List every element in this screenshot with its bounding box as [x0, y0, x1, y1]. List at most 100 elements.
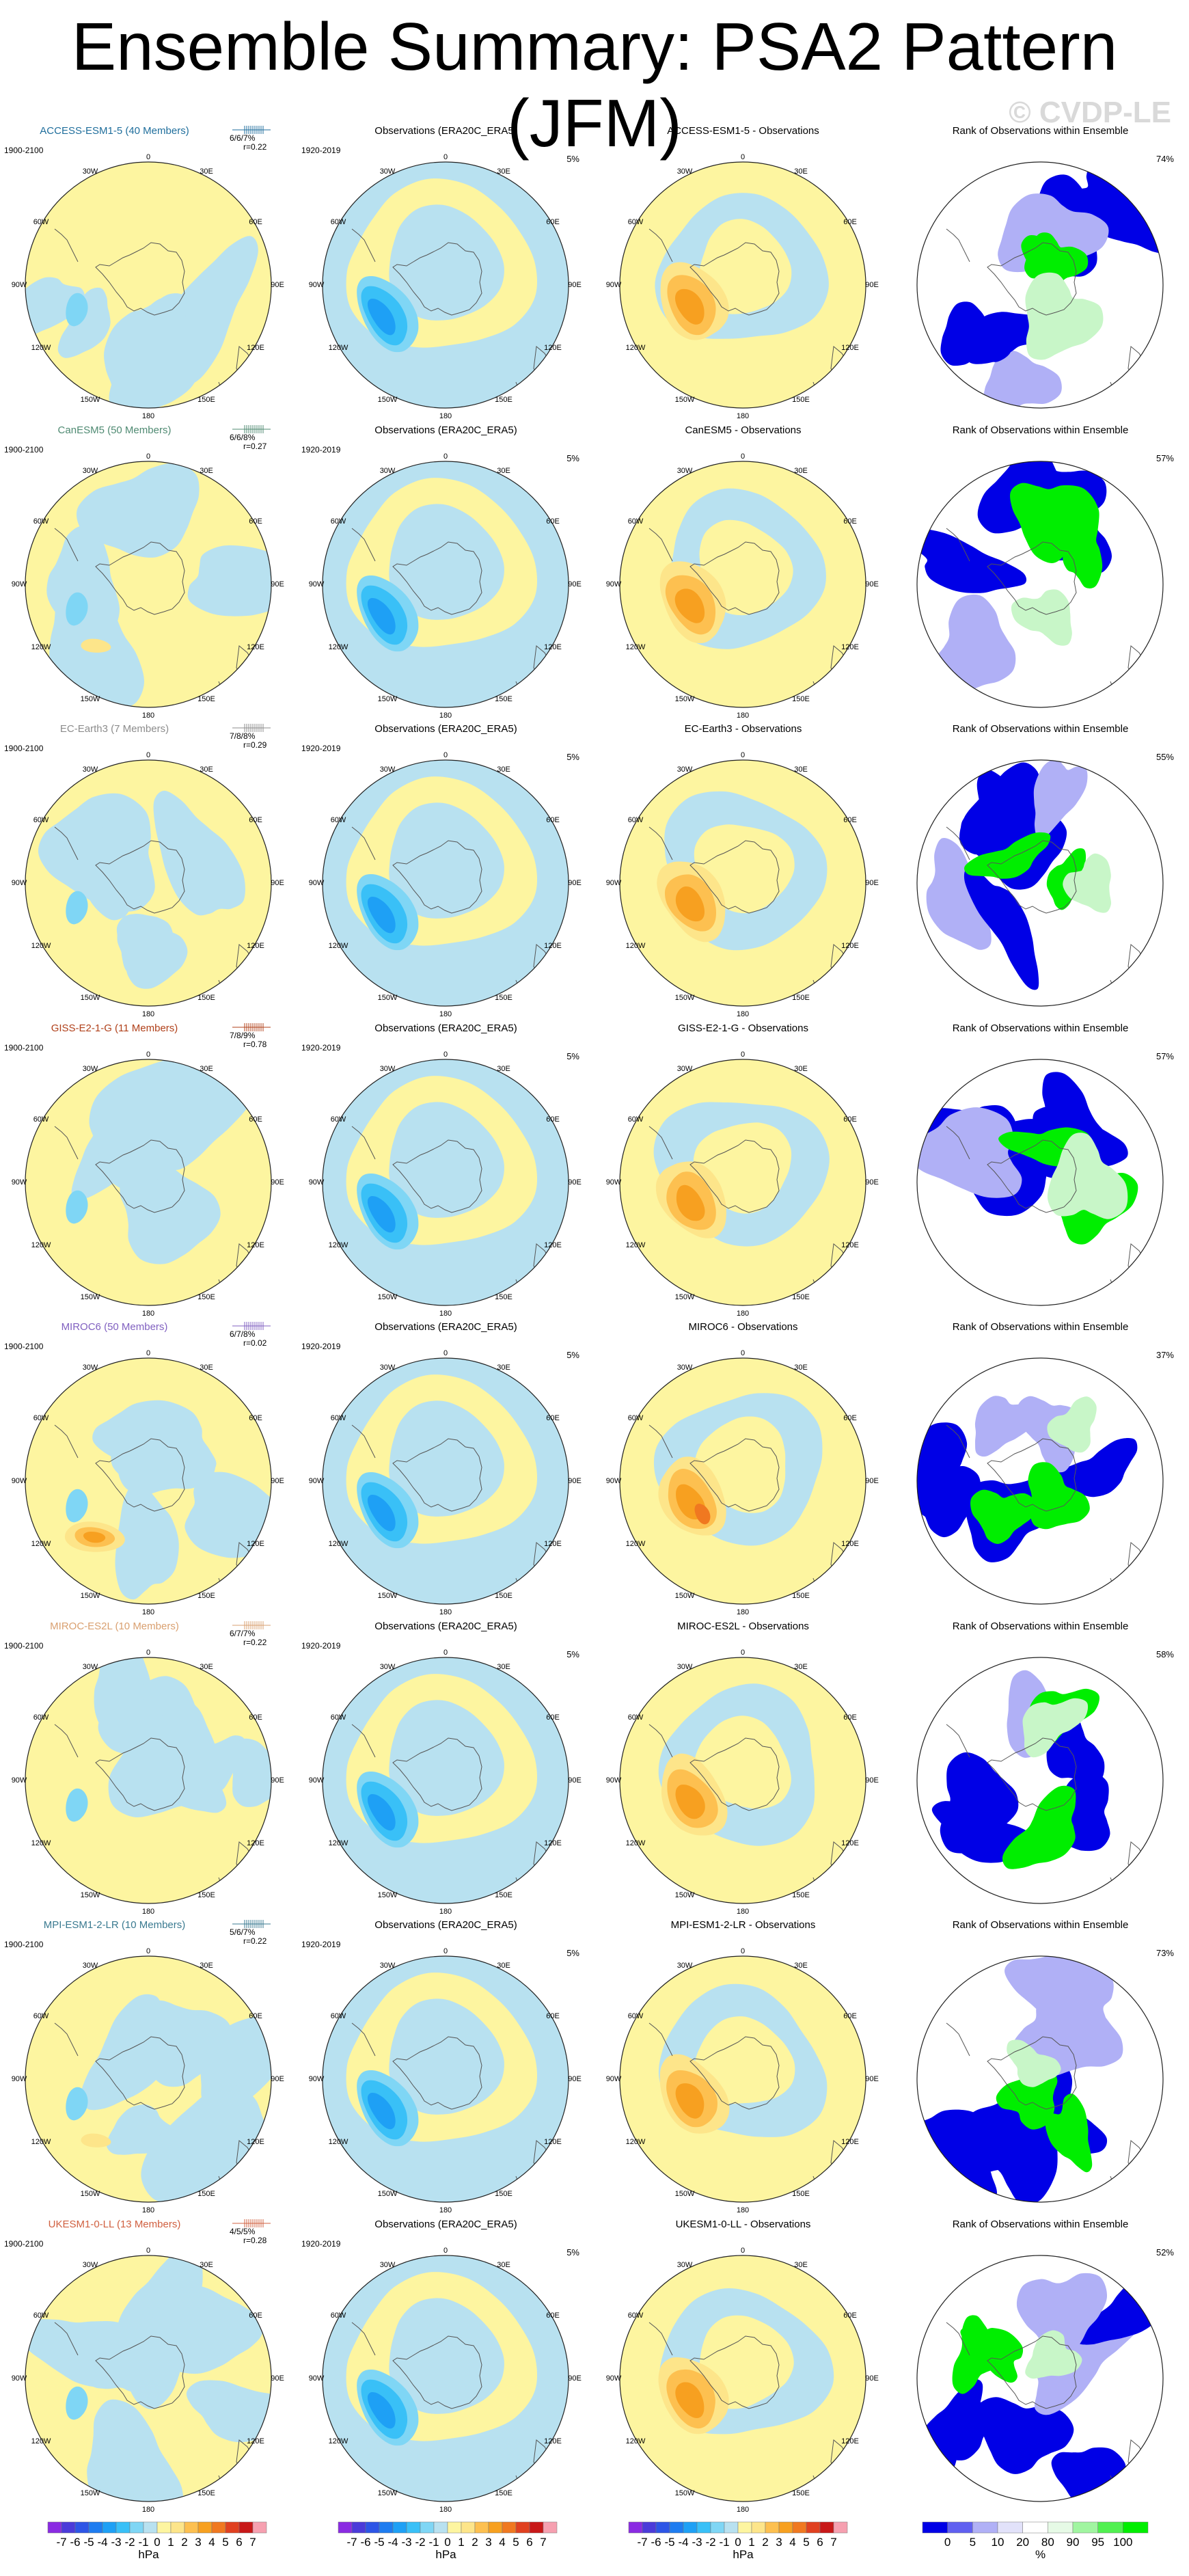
rank-title: Rank of Observations within Ensemble: [952, 1621, 1129, 1632]
longitude-label: 150E: [792, 1592, 810, 1600]
longitude-label: 30W: [379, 2261, 396, 2269]
observations-period: 1920-2019: [301, 744, 341, 753]
observations-title: Observations (ERA20C_ERA5): [374, 424, 517, 436]
longitude-label: 180: [439, 1310, 452, 1318]
south-america-outline: [648, 1424, 673, 1459]
longitude-label: 180: [736, 1010, 750, 1018]
south-america-outline: [351, 2022, 376, 2057]
longitude-label: 180: [736, 1908, 750, 1916]
longitude-label: 90E: [865, 1776, 879, 1785]
longitude-label: 30E: [497, 765, 510, 774]
longitude-label: 60E: [843, 1115, 857, 1124]
longitude-label: 120W: [31, 643, 51, 651]
longitude-label: 90W: [11, 2075, 27, 2083]
rank-low-region: [1016, 2273, 1108, 2357]
longitude-label: 150W: [80, 2489, 100, 2497]
longitude-label: 150W: [80, 695, 100, 703]
rank-high-region: [996, 2071, 1058, 2130]
colorbar-tick: -1: [719, 2536, 730, 2549]
colorbar-swatch: [474, 2521, 489, 2534]
antarctica-outline: [987, 242, 1077, 316]
longitude-label: 120W: [31, 2138, 51, 2146]
south-america-outline: [54, 228, 79, 262]
antarctica-outline: [392, 1438, 482, 1512]
longitude-label: 60E: [546, 1713, 560, 1722]
antarctica-outline: [95, 541, 185, 615]
map-boundary: [322, 759, 569, 1007]
longitude-label: 30W: [82, 1364, 98, 1372]
longitude-label: 30E: [200, 1962, 213, 1970]
antarctica-outline: [95, 1139, 185, 1213]
colorbar-swatch: [406, 2521, 421, 2534]
longitude-label: 120E: [544, 1540, 562, 1548]
longitude-label: 90E: [568, 1776, 582, 1785]
rank-percent: 57%: [1156, 1051, 1174, 1061]
colorbar-tick: 6: [817, 2536, 823, 2549]
colorbar-swatch: [669, 2521, 684, 2534]
longitude-label: 90W: [308, 879, 325, 887]
longitude-label: 30E: [200, 467, 213, 475]
longitude-label: 30E: [200, 2261, 213, 2269]
colorbar-swatch: [184, 2521, 199, 2534]
longitude-label: 0: [740, 452, 746, 461]
model-panel: GISS-E2-1-G (11 Members) 1900-2100 7/8/9% r…: [0, 1022, 297, 1320]
rank-percent: 73%: [1156, 1948, 1174, 1958]
map-boundary: [916, 1955, 1164, 2203]
longitude-label: 30E: [497, 1065, 510, 1073]
colorbar-swatch: [655, 2521, 670, 2534]
colorbar-unit: hPa: [733, 2548, 754, 2561]
colorbar-swatch: [642, 2521, 657, 2534]
longitude-label: 0: [146, 1050, 151, 1059]
map-boundary: [619, 461, 866, 708]
colorbar-swatch: [238, 2521, 254, 2534]
colorbar-tick: 4: [499, 2536, 506, 2549]
longitude-label: 150E: [197, 1891, 215, 1899]
colorbar-tick: -4: [97, 2536, 108, 2549]
longitude-label: 120W: [328, 942, 348, 950]
diff-panel: EC-Earth3 - Observations 0 30W 30E 60W 60E 90W…: [594, 723, 892, 1021]
model-period: 1900-2100: [4, 146, 44, 155]
longitude-label: 90E: [271, 580, 284, 588]
rank-percent: 52%: [1156, 2247, 1174, 2258]
longitude-label: 0: [443, 1050, 448, 1059]
longitude-label: 60W: [33, 517, 49, 526]
ensemble-spread-marks: [232, 724, 271, 732]
colorbar-observations: -7 -6 -5 -4 -3 -2 -1 0 1 2 3 4 5 6 7 hPa: [297, 2521, 594, 2576]
map-boundary: [619, 2255, 866, 2502]
colorbar-swatch: [806, 2521, 821, 2534]
rank-high-region: [1025, 2330, 1082, 2379]
longitude-label: 120E: [247, 2437, 264, 2445]
colorbar-tick: 6: [526, 2536, 533, 2549]
longitude-label: 150W: [674, 1592, 695, 1600]
map-boundary: [322, 2255, 569, 2502]
colorbar-swatch: [972, 2521, 998, 2534]
longitude-label: 150E: [197, 1293, 215, 1301]
longitude-label: 120W: [625, 1839, 646, 1847]
rank-polar-map: [916, 461, 1164, 708]
model-polar-map: [25, 2255, 272, 2502]
longitude-label: 150E: [197, 2190, 215, 2198]
longitude-label: 90E: [568, 281, 582, 289]
colorbar-tick: -4: [387, 2536, 398, 2549]
map-boundary: [322, 1357, 569, 1605]
page-title: Ensemble Summary: PSA2 Pattern (JFM): [71, 9, 1118, 161]
longitude-label: 150E: [197, 695, 215, 703]
colorbar-swatch: [628, 2521, 643, 2534]
rank-panel: Rank of Observations within Ensemble 74%: [892, 125, 1189, 423]
difference-title: MPI-ESM1-2-LR - Observations: [670, 1919, 816, 1931]
colorbar-tick: 6: [236, 2536, 243, 2549]
rank-panel: Rank of Observations within Ensemble 37%: [892, 1321, 1189, 1619]
antarctica-outline: [987, 1438, 1077, 1512]
colorbar-tick: 1: [458, 2536, 465, 2549]
longitude-label: 30W: [676, 1663, 693, 1671]
longitude-label: 60E: [249, 2311, 262, 2320]
map-boundary: [322, 461, 569, 708]
longitude-label: 30E: [794, 467, 808, 475]
south-america-outline: [54, 1424, 79, 1459]
colorbar-tick: 7: [249, 2536, 256, 2549]
colorbar-swatch: [392, 2521, 407, 2534]
longitude-label: 120E: [544, 942, 562, 950]
antarctica-outline: [392, 1737, 482, 1811]
colorbar-tick: 95: [1091, 2536, 1105, 2549]
model-title: MIROC-ES2L (10 Members): [50, 1621, 179, 1632]
